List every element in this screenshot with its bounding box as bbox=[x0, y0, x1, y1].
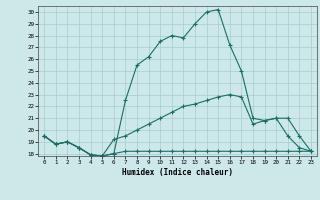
X-axis label: Humidex (Indice chaleur): Humidex (Indice chaleur) bbox=[122, 168, 233, 177]
